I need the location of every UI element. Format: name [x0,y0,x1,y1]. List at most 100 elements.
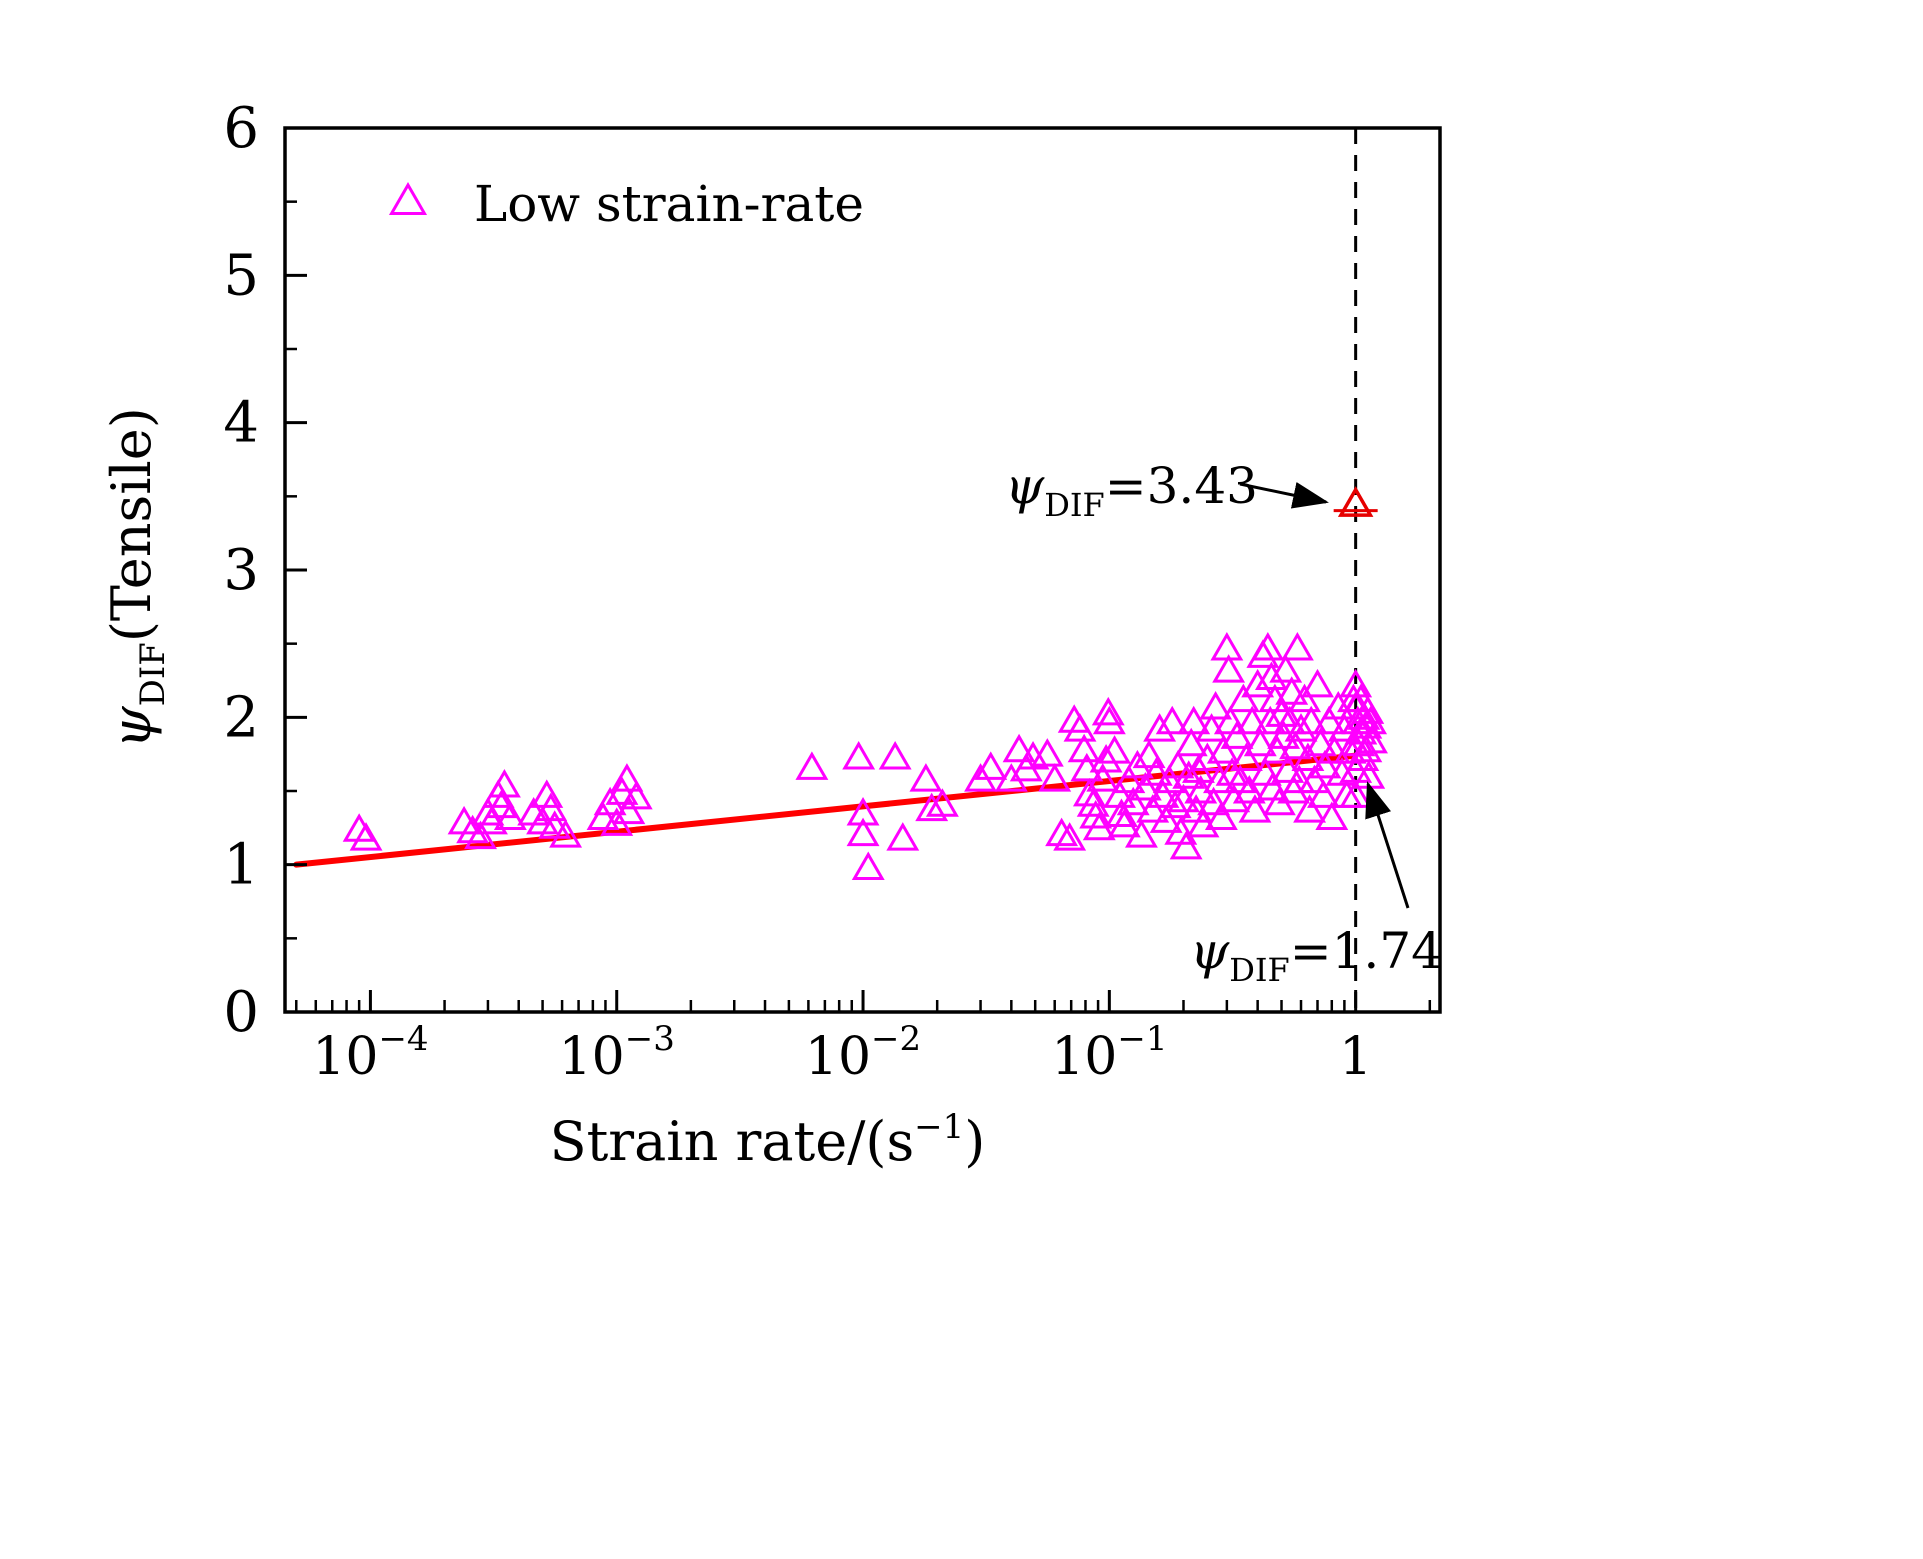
triangle-marker [1306,779,1340,808]
triangle-marker [1260,735,1294,764]
triangle-marker [464,820,498,850]
triangle-marker [1304,727,1337,757]
triangle-marker [484,789,518,819]
triangle-marker [1354,705,1388,735]
triangle-marker [1269,654,1303,683]
x-axis-ticks: 10−4 10−3 10−2 10−1 1 [295,990,1432,1087]
triangle-marker [974,751,1008,780]
triangle-marker [1232,774,1266,804]
triangle-marker [1053,822,1087,851]
triangle-marker [1243,727,1277,757]
triangle-marker [530,779,564,808]
triangle-marker [1136,794,1170,823]
triangle-marker [342,813,376,842]
triangle-marker [1072,777,1106,807]
y-tick-label: 3 [223,538,259,603]
triangle-marker [1212,654,1246,683]
triangle-marker [1128,772,1162,801]
triangle-marker [1161,749,1195,779]
triangle-marker [619,780,653,810]
triangle-marker [1174,727,1208,757]
triangle-marker [1253,705,1287,735]
triangle-marker [1155,705,1189,735]
triangle-marker [795,751,829,780]
x-tick-label: 10−2 [805,1019,921,1087]
triangle-marker [610,763,644,792]
triangle-marker [538,810,572,839]
triangle-marker [846,797,880,826]
triangle-marker [1301,668,1334,698]
triangle-marker [1190,742,1224,772]
triangle-marker [1275,676,1309,705]
triangle-marker [1297,764,1331,794]
triangle-marker [1186,808,1220,838]
triangle-marker [1063,713,1097,742]
triangle-marker [1352,760,1386,789]
annotation-3-43: ψDIF=3.43 [1005,457,1329,524]
triangle-marker [586,801,620,830]
triangle-marker [925,788,959,817]
triangle-marker [1203,764,1236,794]
triangle-marker [1321,690,1355,720]
triangle-marker [1195,713,1229,742]
triangle-marker [1339,779,1373,808]
triangle-marker [474,805,508,835]
y-axis-ticks: 0 1 2 3 4 5 6 [223,96,307,1045]
x-tick-label: 1 [1339,1027,1372,1087]
scatter-series-low-strain-rate [342,632,1388,881]
y-tick-label: 5 [223,243,259,308]
y-tick-label: 6 [223,96,259,161]
triangle-marker [851,851,885,881]
triangle-marker [1038,763,1072,792]
triangle-marker [1124,819,1158,848]
triangle-marker [1116,786,1150,816]
triangle-marker [1288,683,1321,713]
triangle-marker [1291,742,1325,772]
triangle-marker [1279,730,1312,760]
triangle-marker [1149,804,1183,833]
triangle-marker [1280,632,1314,661]
legend: Low strain-rate [388,175,864,233]
triangle-marker [349,822,383,851]
triangle-marker [1337,486,1374,517]
triangle-marker [1284,713,1318,742]
triangle-marker [1254,661,1288,690]
triangle-marker [1346,742,1380,772]
triangle-marker [1241,668,1275,698]
triangle-marker [388,181,428,215]
triangle-marker [1204,801,1238,830]
triangle-marker [612,795,646,825]
triangle-marker [1226,683,1260,713]
triangle-marker [1248,757,1282,786]
triangle-marker [1098,735,1132,764]
triangle-marker [909,763,943,792]
triangle-marker [549,819,583,848]
y-axis-title: ψDIF(Tensile) [100,407,173,749]
triangle-marker [1091,696,1125,726]
triangle-marker [1139,757,1173,786]
y-tick-label: 1 [223,833,259,898]
special-point-3-43 [1333,486,1378,517]
x-tick-label: 10−1 [1051,1019,1167,1087]
triangle-marker [1312,705,1346,735]
triangle-marker [1206,735,1240,764]
triangle-marker [1355,724,1388,754]
triangle-marker [1317,735,1351,764]
triangle-marker [1220,720,1254,749]
triangle-marker [1112,764,1146,794]
triangle-marker [1169,830,1203,860]
triangle-marker [1089,744,1123,773]
triangle-marker [1235,705,1269,735]
y-tick-label: 2 [223,685,259,750]
triangle-marker [1158,789,1192,819]
triangle-marker [1076,788,1110,817]
x-tick-label: 10−4 [312,1019,428,1087]
triangle-marker [1210,632,1244,661]
triangle-marker [493,801,527,830]
triangle-marker [1217,783,1251,813]
triangle-marker [915,792,949,822]
triangle-marker [1045,817,1079,847]
triangle-marker [994,763,1028,792]
